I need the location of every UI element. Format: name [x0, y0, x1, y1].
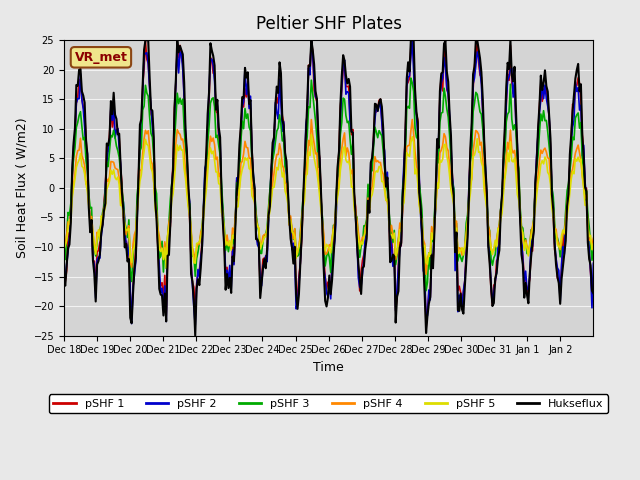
Hukseflux: [588, 288, 596, 294]
Line: pSHF 3: pSHF 3: [64, 78, 593, 291]
pSHF 5: [95, 227, 102, 233]
pSHF 5: [78, 163, 86, 169]
pSHF 1: [519, 253, 527, 259]
Hukseflux: [440, 41, 448, 47]
pSHF 3: [422, 288, 430, 294]
pSHF 3: [407, 75, 415, 81]
Hukseflux: [589, 290, 597, 296]
Hukseflux: [95, 258, 102, 264]
Hukseflux: [191, 333, 199, 338]
pSHF 1: [440, 48, 448, 54]
pSHF 2: [191, 322, 199, 328]
pSHF 2: [307, 37, 315, 43]
pSHF 1: [78, 96, 86, 102]
Title: Peltier SHF Plates: Peltier SHF Plates: [255, 15, 402, 33]
Hukseflux: [141, 37, 149, 43]
pSHF 1: [422, 325, 430, 331]
Line: pSHF 4: pSHF 4: [64, 120, 593, 274]
Text: VR_met: VR_met: [74, 51, 127, 64]
pSHF 4: [588, 243, 596, 249]
pSHF 4: [440, 131, 448, 137]
pSHF 2: [78, 96, 86, 102]
pSHF 1: [95, 248, 102, 253]
X-axis label: Time: Time: [313, 361, 344, 374]
Hukseflux: [335, 148, 343, 154]
pSHF 2: [440, 55, 448, 60]
pSHF 5: [307, 132, 315, 137]
pSHF 3: [588, 257, 596, 263]
pSHF 5: [588, 247, 596, 252]
Line: pSHF 1: pSHF 1: [64, 40, 593, 328]
pSHF 1: [60, 268, 68, 274]
pSHF 5: [163, 265, 170, 271]
pSHF 2: [95, 254, 102, 260]
pSHF 5: [60, 246, 68, 252]
pSHF 3: [95, 230, 102, 236]
pSHF 2: [60, 277, 68, 283]
pSHF 1: [307, 37, 315, 43]
pSHF 3: [589, 245, 597, 251]
pSHF 2: [335, 170, 343, 176]
pSHF 5: [519, 229, 527, 235]
Hukseflux: [60, 278, 68, 284]
pSHF 5: [440, 142, 448, 148]
pSHF 4: [95, 232, 102, 238]
pSHF 3: [332, 192, 340, 198]
pSHF 5: [589, 241, 597, 247]
pSHF 1: [588, 288, 596, 293]
Legend: pSHF 1, pSHF 2, pSHF 3, pSHF 4, pSHF 5, Hukseflux: pSHF 1, pSHF 2, pSHF 3, pSHF 4, pSHF 5, …: [49, 395, 608, 413]
pSHF 4: [332, 199, 340, 204]
pSHF 4: [422, 271, 430, 277]
pSHF 3: [60, 253, 68, 259]
pSHF 3: [78, 123, 86, 129]
pSHF 1: [334, 166, 342, 172]
pSHF 4: [519, 236, 527, 241]
pSHF 2: [588, 305, 596, 311]
pSHF 3: [519, 225, 527, 231]
pSHF 2: [589, 261, 597, 266]
Line: pSHF 5: pSHF 5: [64, 134, 593, 268]
Line: Hukseflux: Hukseflux: [64, 40, 593, 336]
Y-axis label: Soil Heat Flux ( W/m2): Soil Heat Flux ( W/m2): [15, 118, 28, 258]
pSHF 3: [440, 85, 448, 91]
pSHF 4: [78, 153, 86, 158]
pSHF 1: [589, 275, 597, 281]
Hukseflux: [78, 88, 86, 94]
Hukseflux: [519, 262, 527, 268]
pSHF 4: [60, 244, 68, 250]
pSHF 4: [589, 235, 597, 241]
pSHF 4: [408, 117, 416, 122]
pSHF 2: [519, 257, 527, 263]
pSHF 5: [335, 185, 343, 191]
Line: pSHF 2: pSHF 2: [64, 40, 593, 325]
